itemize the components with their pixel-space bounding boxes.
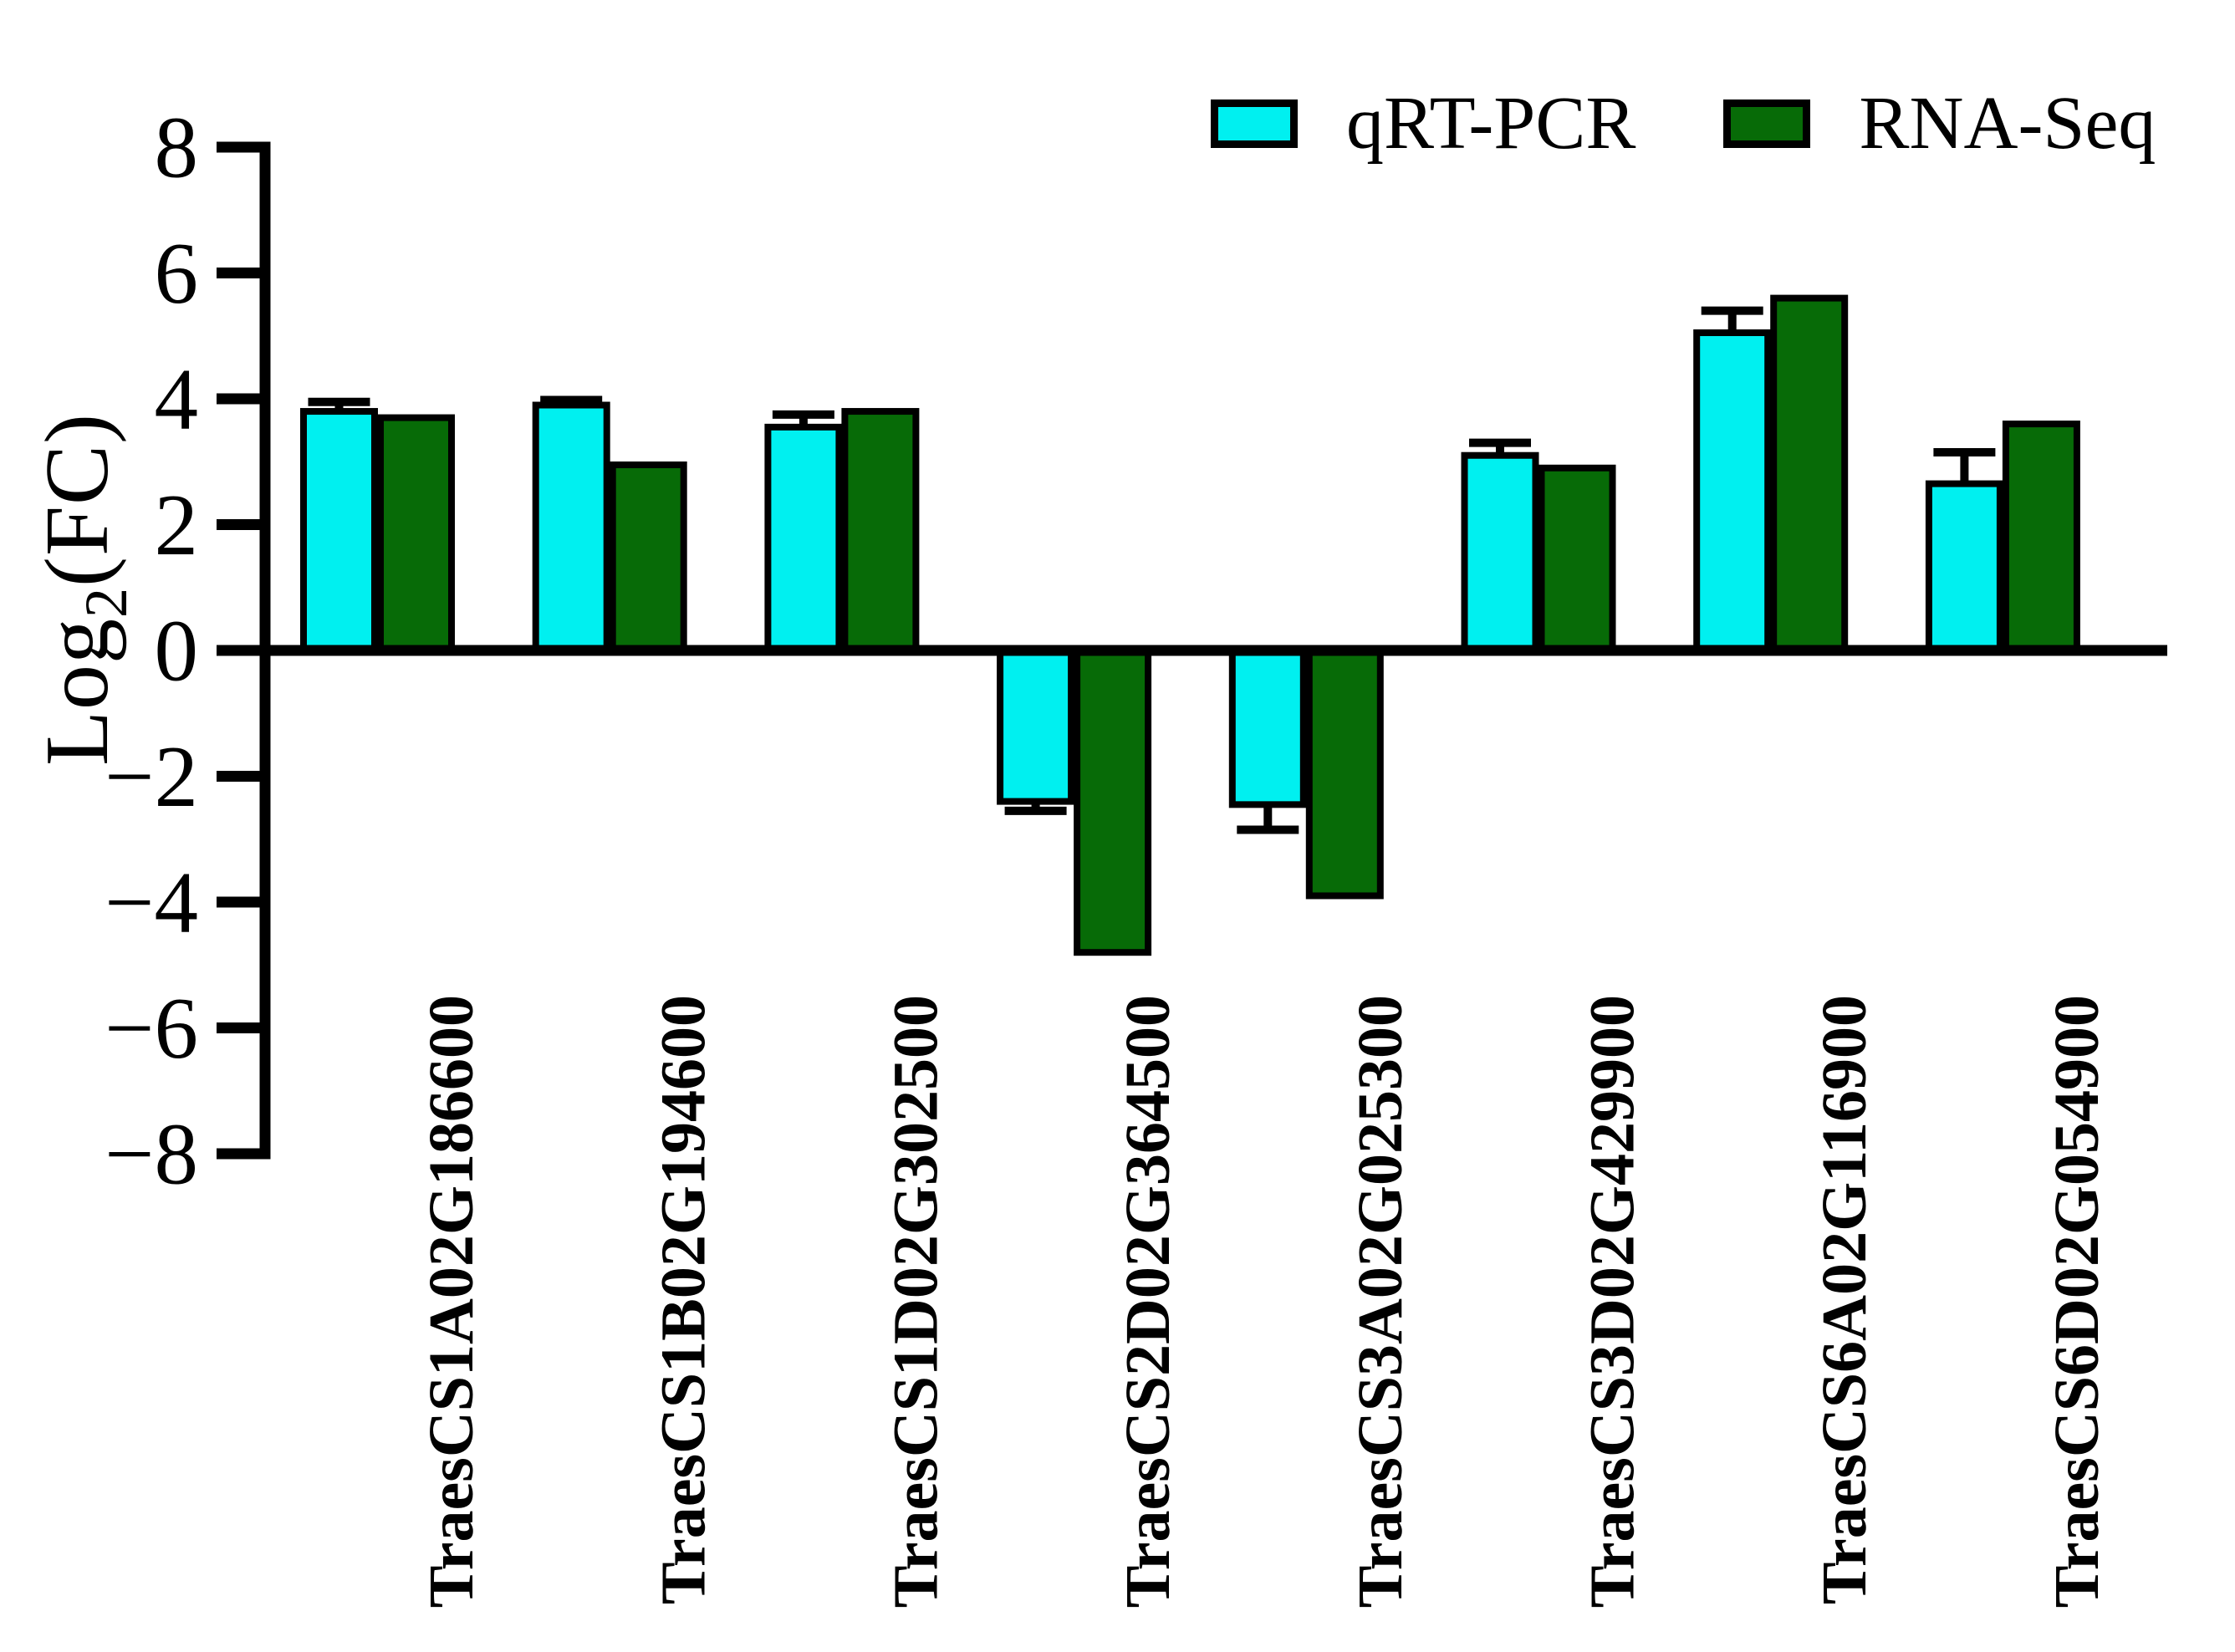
x-axis-label: TraesCS3D02G429900: [1578, 995, 1648, 1608]
bar-qrtpcr: [1693, 329, 1772, 654]
legend-label-qrtpcr: qRT-PCR: [1346, 82, 1636, 165]
bar-rnaseq: [377, 414, 455, 654]
legend: qRT-PCR RNA-Seq: [1211, 80, 2156, 166]
x-axis-label: TraesCS6A02G116900: [1809, 995, 1880, 1604]
y-axis-title-subscript: 2: [72, 587, 140, 619]
bar-qrtpcr: [1228, 647, 1307, 808]
legend-swatch-rnaseq: [1723, 99, 1811, 148]
y-tick-label: 4: [155, 350, 199, 448]
x-axis-label: TraesCS3A02G025300: [1345, 995, 1416, 1608]
bar-qrtpcr: [532, 401, 610, 654]
y-tick-label: −4: [105, 854, 198, 951]
legend-item-rnaseq: RNA-Seq: [1723, 80, 2156, 166]
y-tick-label: 6: [155, 224, 199, 322]
y-tick-label: 0: [155, 602, 199, 700]
bar-qrtpcr: [764, 423, 843, 654]
bar-rnaseq: [1770, 294, 1849, 654]
x-axis-label: TraesCS1B02G194600: [649, 995, 719, 1604]
x-axis-label: TraesCS1D02G302500: [880, 995, 951, 1608]
y-tick-label: −2: [105, 727, 198, 825]
y-axis-title-rest: (FC): [28, 412, 128, 588]
y-tick-label: −8: [105, 1105, 198, 1203]
y-tick-label: 2: [155, 476, 199, 574]
y-axis-title-base: Log: [28, 618, 128, 767]
y-tick-label: 8: [155, 99, 199, 196]
bar-rnaseq: [1538, 464, 1616, 655]
x-axis-label: TraesCS2D02G364500: [1113, 995, 1183, 1608]
bar-rnaseq: [1074, 647, 1152, 956]
x-axis-label: TraesCS6D02G054900: [2042, 995, 2112, 1608]
bar-qrtpcr: [997, 647, 1075, 805]
x-axis-label: TraesCS1A02G186600: [416, 995, 487, 1608]
bar-rnaseq: [2002, 421, 2080, 654]
legend-swatch-qrtpcr: [1211, 99, 1298, 148]
bar-qrtpcr: [300, 408, 378, 654]
bar-qrtpcr: [1925, 480, 2003, 655]
bar-rnaseq: [609, 461, 687, 655]
legend-label-rnaseq: RNA-Seq: [1859, 82, 2156, 165]
y-axis-title: Log2(FC): [26, 413, 141, 766]
y-tick-label: −6: [105, 979, 198, 1077]
bar-rnaseq: [1305, 647, 1384, 900]
legend-item-qrtpcr: qRT-PCR: [1211, 80, 1635, 166]
bar-rnaseq: [841, 408, 920, 654]
bar-qrtpcr: [1461, 451, 1539, 654]
